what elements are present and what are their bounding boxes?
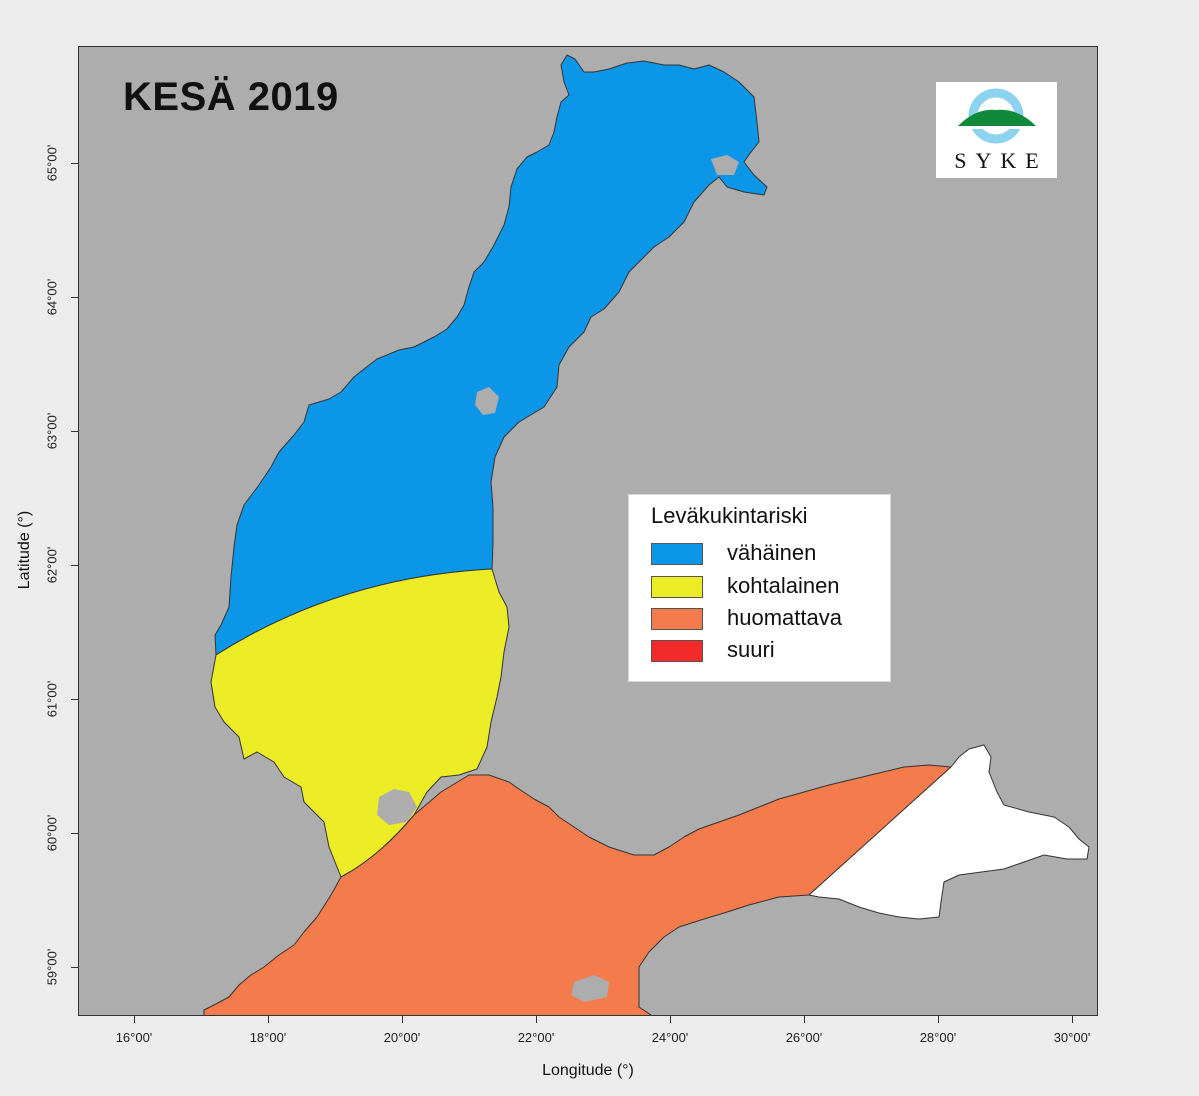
- y-tick-mark: [71, 565, 78, 566]
- x-tick-mark: [134, 1016, 135, 1023]
- y-tick-label: 59°00': [44, 948, 60, 986]
- y-tick-mark: [71, 967, 78, 968]
- y-tick-mark: [71, 699, 78, 700]
- x-tick-mark: [938, 1016, 939, 1023]
- legend-swatch: [651, 608, 703, 630]
- legend-label: huomattava: [727, 605, 842, 630]
- legend-swatch: [651, 640, 703, 662]
- x-tick-mark: [1072, 1016, 1073, 1023]
- y-tick-label: 65°00': [44, 144, 60, 182]
- y-tick-label: 63°00': [44, 412, 60, 450]
- y-tick-label: 62°00': [44, 546, 60, 584]
- water-inlet-bothnia: [475, 387, 499, 415]
- y-tick-mark: [71, 833, 78, 834]
- x-tick-label: 20°00': [383, 1030, 421, 1045]
- syke-logo-icon: [958, 88, 1036, 144]
- syke-logo: SYKE: [936, 82, 1057, 178]
- x-tick-label: 30°00': [1053, 1030, 1091, 1045]
- x-tick-mark: [268, 1016, 269, 1023]
- x-tick-label: 28°00': [919, 1030, 957, 1045]
- x-tick-label: 22°00': [517, 1030, 555, 1045]
- y-tick-label: 60°00': [44, 814, 60, 852]
- map-legend: Leväkukintariski vähäinen kohtalainen hu…: [628, 494, 891, 682]
- svalbard-lake: [711, 155, 739, 175]
- map-title: KESÄ 2019: [123, 75, 339, 119]
- y-tick-label: 64°00': [44, 278, 60, 316]
- x-axis-label: Longitude (°): [542, 1062, 634, 1079]
- x-tick-label: 16°00': [115, 1030, 153, 1045]
- x-tick-label: 26°00': [785, 1030, 823, 1045]
- y-tick-mark: [71, 431, 78, 432]
- legend-label: suuri: [727, 637, 775, 662]
- x-tick-mark: [670, 1016, 671, 1023]
- x-tick-mark: [402, 1016, 403, 1023]
- water-inlet-aland: [377, 789, 417, 825]
- syke-logo-text: SYKE: [954, 148, 1048, 173]
- map-panel: KESÄ 2019 SYKE Leväkukintariski vähäinen…: [78, 46, 1098, 1016]
- x-tick-label: 24°00': [651, 1030, 689, 1045]
- risk-region-kohtalainen: [210, 568, 510, 878]
- x-tick-mark: [536, 1016, 537, 1023]
- x-tick-mark: [804, 1016, 805, 1023]
- water-inlet-gulf: [571, 975, 609, 1002]
- risk-region-huomattava: [203, 764, 952, 1015]
- y-tick-label: 61°00': [44, 680, 60, 718]
- x-tick-label: 18°00': [249, 1030, 287, 1045]
- legend-label: vähäinen: [727, 540, 817, 565]
- legend-swatch: [651, 576, 703, 598]
- legend-label: kohtalainen: [727, 573, 840, 598]
- y-axis-label: Latitude (°): [16, 510, 33, 590]
- no-data-region: [808, 744, 1090, 920]
- y-tick-mark: [71, 297, 78, 298]
- y-tick-mark: [71, 163, 78, 164]
- risk-map: [79, 47, 1097, 1015]
- legend-title: Leväkukintariski: [651, 503, 808, 528]
- legend-swatch: [651, 543, 703, 565]
